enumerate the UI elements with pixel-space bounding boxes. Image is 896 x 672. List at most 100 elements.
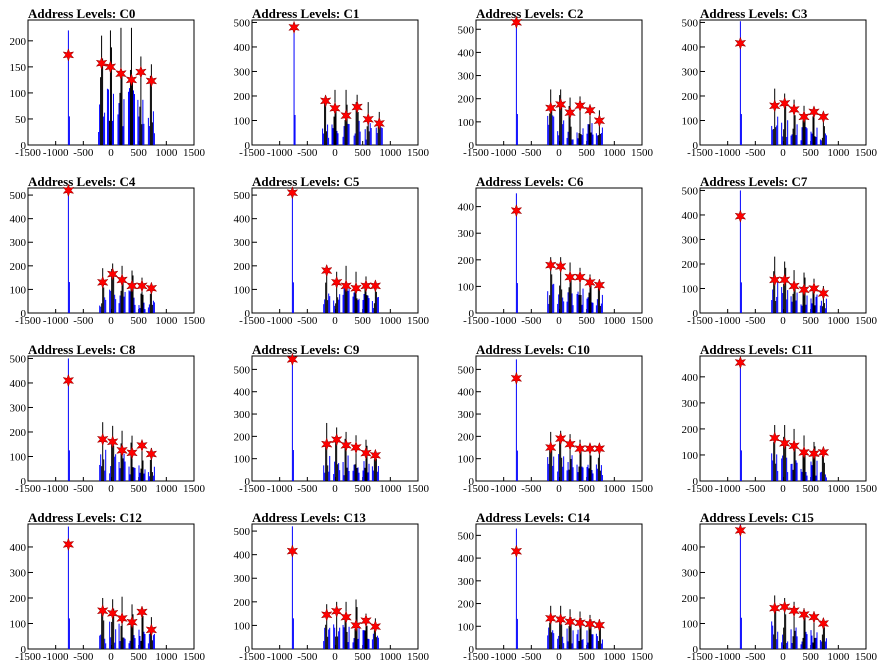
y-tick-label: 100 [234, 454, 251, 466]
plot-frame [699, 19, 867, 146]
y-tick-label: 500 [234, 364, 251, 376]
chart-panel: Address Levels: C14 0 100 200 300 400 500 -1500… [448, 504, 672, 672]
peak-star-marker [808, 610, 820, 624]
plot-frame [699, 523, 867, 650]
y-tick-label: 100 [458, 621, 475, 633]
y-tick-label: 100 [234, 284, 251, 296]
peak-star-marker [778, 273, 791, 287]
y-tick-label: 0 [469, 644, 475, 656]
x-tick-label: 500 [354, 315, 371, 327]
y-tick-label: 300 [458, 409, 475, 421]
peak-star-marker [116, 443, 128, 458]
peak-star-marker [340, 610, 352, 624]
peak-star-marker [798, 110, 810, 124]
x-tick-label: -1500 [687, 315, 713, 327]
x-tick-label: -1000 [43, 315, 69, 327]
chart-plot: 0 100 200 300 400 500 -1500 -1000 -500 0 500 1000 15… [458, 15, 654, 159]
y-tick-label: 400 [234, 550, 251, 562]
chart-panel: Address Levels: C9 0 100 200 300 400 500 -1500-… [224, 336, 448, 504]
chart-title: Address Levels: C0 [28, 6, 136, 21]
chart-panel: Address Levels: C12 0 100 200 300 400 -1500 -10… [0, 504, 224, 672]
peak-star-marker [340, 438, 352, 453]
y-tick-label: 0 [245, 140, 251, 152]
x-tick-label: 1500 [407, 315, 430, 327]
x-tick-label: -1500 [239, 651, 265, 663]
x-tick-label: -500 [73, 147, 94, 159]
y-tick-label: 500 [458, 364, 475, 376]
chart-title: Address Levels: C14 [476, 510, 590, 525]
y-tick-label: 0 [21, 644, 27, 656]
peak-star-marker [584, 103, 596, 118]
x-tick-label: -1500 [15, 483, 41, 495]
peak-star-marker [62, 48, 75, 62]
peak-star-marker [593, 113, 606, 128]
y-tick-label: 300 [682, 398, 699, 410]
y-tick-label: 200 [682, 91, 699, 103]
y-tick-label: 200 [10, 261, 27, 273]
peak-star-marker [126, 615, 138, 629]
chart-title: Address Levels: C7 [700, 174, 808, 189]
x-tick-label: 1000 [603, 483, 626, 495]
plot-frame [475, 523, 643, 650]
peak-star-marker [554, 431, 567, 446]
x-tick-label: -1000 [267, 483, 293, 495]
y-tick-label: 400 [458, 202, 475, 214]
y-tick-label: 0 [21, 308, 27, 320]
peak-star-marker [330, 275, 343, 290]
peak-star-marker [510, 203, 523, 218]
x-tick-label: 0 [556, 147, 562, 159]
x-tick-label: 0 [556, 651, 562, 663]
chart-plot: 0 100 200 300 400 500 -1500 -1000 -500 0 500 1000 15… [234, 523, 430, 663]
peak-star-marker [96, 275, 109, 290]
y-tick-label: 400 [682, 542, 699, 554]
peak-star-marker [136, 438, 148, 453]
chart-title: Address Levels: C13 [252, 510, 366, 525]
y-tick-label: 200 [234, 91, 251, 103]
peak-star-marker [360, 613, 372, 628]
x-tick-label: -500 [521, 651, 542, 663]
y-tick-label: 200 [10, 427, 27, 439]
x-tick-label: -1500 [687, 147, 713, 159]
y-tick-label: 200 [458, 599, 475, 611]
x-tick-label: -1000 [267, 651, 293, 663]
y-tick-label: 500 [458, 530, 475, 542]
y-tick-label: 200 [234, 261, 251, 273]
peak-star-marker [95, 56, 108, 70]
x-tick-label: -1000 [715, 483, 741, 495]
x-tick-label: -1500 [687, 483, 713, 495]
x-tick-label: 1500 [183, 315, 206, 327]
x-tick-label: 1500 [855, 483, 878, 495]
peak-star-marker [126, 446, 138, 460]
chart-title: Address Levels: C2 [476, 6, 584, 21]
y-tick-label: 300 [10, 567, 27, 579]
peak-star-marker [564, 437, 576, 451]
x-tick-label: -1500 [239, 483, 265, 495]
x-tick-label: 1000 [827, 147, 850, 159]
x-tick-label: 500 [130, 315, 147, 327]
x-tick-label: 0 [780, 651, 786, 663]
x-tick-label: 1000 [379, 147, 402, 159]
x-tick-label: -1000 [491, 315, 517, 327]
peak-star-marker [817, 110, 830, 124]
chart-title: Address Levels: C1 [252, 6, 360, 21]
peak-star-marker [329, 101, 341, 116]
x-tick-label: 500 [354, 147, 371, 159]
chart-panel: Address Levels: C0 0 50 100 150 200 -1500 -1000… [0, 0, 224, 168]
x-tick-label: 1500 [183, 483, 206, 495]
y-tick-label: 0 [245, 308, 251, 320]
peak-star-marker [574, 616, 586, 630]
x-tick-label: 500 [578, 483, 595, 495]
x-tick-label: 500 [130, 483, 147, 495]
peak-star-marker [564, 105, 576, 120]
chart-panel: Address Levels: C7 0 100 200 300 400 500 -1500-… [672, 168, 896, 336]
y-tick-label: 500 [458, 24, 475, 36]
y-tick-label: 0 [21, 140, 27, 152]
peak-star-marker [808, 446, 820, 461]
y-tick-label: 0 [693, 476, 699, 488]
peak-star-marker [768, 601, 781, 615]
peak-star-marker [734, 355, 747, 370]
peak-star-marker [340, 279, 352, 293]
chart-plot: 0 100 200 300 400 500 -1500 -1000 -500 0 500 1000 15… [234, 17, 430, 159]
x-tick-label: -500 [745, 483, 766, 495]
peak-star-marker [768, 273, 781, 287]
